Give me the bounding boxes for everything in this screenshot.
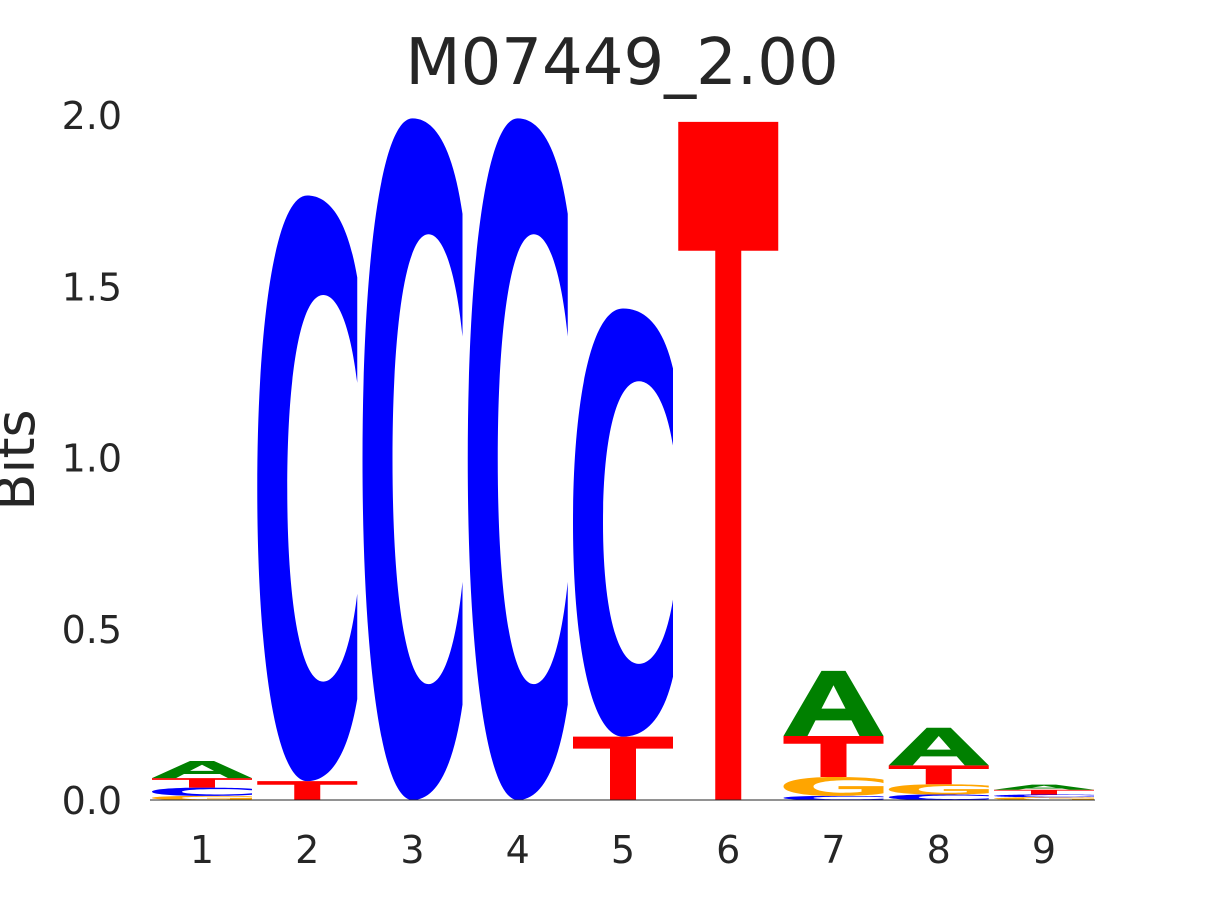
x-tick-label: 8 [927,828,951,872]
letter-C-position-2 [257,195,358,782]
letter-stacks [152,118,1094,801]
letter-T-position-6 [678,121,779,801]
letter-T-position-2 [257,781,358,800]
letter-T-position-8 [888,765,989,785]
letter-C-position-9 [994,794,1094,798]
letter-G-position-8 [888,784,989,795]
letter-A-position-8 [888,727,989,766]
x-tick-label: 3 [400,828,424,872]
letter-G-position-9 [994,797,1094,800]
x-tick-label: 6 [716,828,740,872]
x-tick-label: 5 [611,828,635,872]
letter-G-position-1 [152,795,252,800]
letter-C-position-1 [152,787,252,796]
y-tick-label: 1.0 [62,437,122,481]
letter-C-position-8 [888,794,989,800]
x-tick-label: 1 [190,828,214,872]
y-axis-ticks: 0.0 0.5 1.0 1.5 2.0 [62,94,122,823]
letter-C-position-4 [467,118,568,801]
letter-G-position-7 [783,777,884,796]
chart-title: M07449_2.00 [405,26,838,100]
y-tick-label: 0.5 [62,608,122,652]
letter-C-position-7 [783,795,884,800]
letter-A-position-1 [152,760,252,779]
letter-T-position-7 [783,735,884,778]
x-tick-label: 4 [506,828,530,872]
y-tick-label: 0.0 [62,779,122,823]
x-tick-label: 7 [821,828,845,872]
letter-A-position-9 [994,784,1094,790]
y-axis-label: Bits [0,409,47,510]
letter-T-position-5 [573,736,673,800]
y-tick-label: 1.5 [62,265,122,309]
x-tick-label: 9 [1032,828,1056,872]
x-tick-label: 2 [295,828,319,872]
x-axis-ticks: 1 2 3 4 5 6 7 8 9 [190,828,1056,872]
letter-T-position-9 [994,789,1094,795]
letter-C-position-3 [362,118,463,801]
letter-T-position-1 [152,778,252,788]
y-tick-label: 2.0 [62,94,122,138]
letter-A-position-7 [783,670,884,736]
letter-C-position-5 [573,308,673,737]
